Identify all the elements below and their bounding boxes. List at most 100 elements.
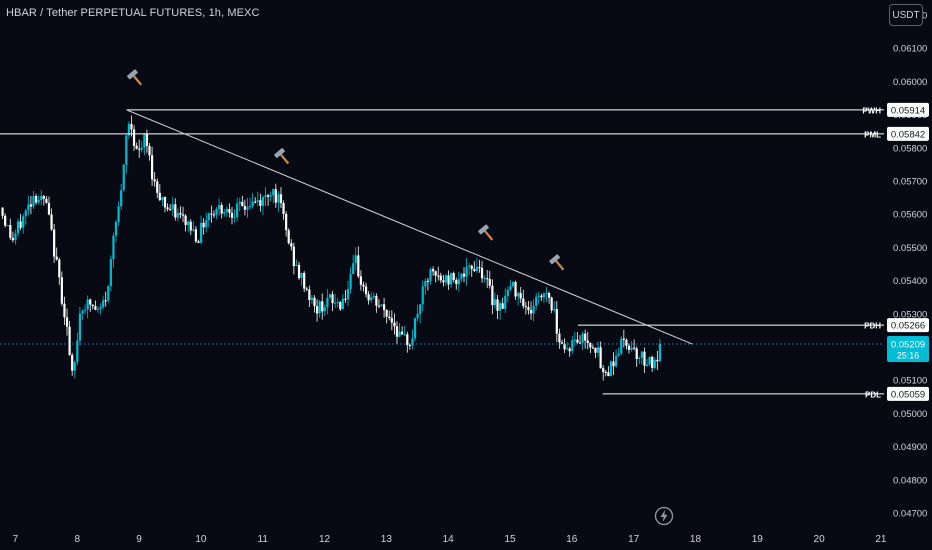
candle-body — [107, 286, 110, 301]
candle-body — [532, 305, 535, 314]
candle-body — [473, 269, 476, 272]
candle-body — [596, 347, 600, 353]
candle-body — [612, 361, 615, 367]
trendline — [126, 109, 693, 345]
candle-body — [148, 145, 151, 156]
candle-body — [138, 148, 141, 150]
candle-body — [78, 313, 82, 341]
candle-body — [60, 277, 63, 304]
candle-body — [573, 339, 576, 341]
candle-body — [192, 229, 195, 231]
candle-body — [496, 299, 499, 311]
candle-body — [437, 275, 440, 277]
candle-body — [130, 123, 133, 130]
price-tick-label: 0.05300 — [893, 309, 927, 320]
candle-body — [68, 326, 71, 356]
candle-body — [653, 359, 656, 368]
candle-body — [506, 289, 509, 296]
candle-body — [431, 269, 435, 272]
time-tick-label: 14 — [443, 534, 455, 545]
candle-body — [109, 259, 112, 287]
candle-body — [114, 221, 118, 236]
candle-body — [460, 273, 463, 280]
candle-body — [475, 267, 478, 272]
hammer-handle — [132, 74, 143, 86]
candle-body — [254, 201, 257, 203]
price-tick-label: 0.05000 — [893, 409, 927, 420]
candle-body — [274, 189, 277, 203]
candle-body — [22, 216, 25, 228]
candle-body — [161, 197, 164, 201]
candle-body — [480, 267, 484, 279]
candle-body — [42, 195, 45, 199]
candle-body — [27, 204, 30, 211]
price-axis[interactable]: 0.062000.061000.060000.059000.058000.057… — [887, 10, 929, 520]
candle-body — [156, 181, 159, 193]
candle-body — [519, 293, 522, 299]
candle-body — [315, 306, 319, 314]
candle-body — [321, 301, 324, 312]
candle-body — [112, 235, 115, 260]
candle-body — [571, 340, 574, 352]
candle-body — [540, 295, 543, 298]
candle-body — [560, 342, 564, 344]
candle-body — [32, 196, 35, 207]
candle-body — [65, 317, 69, 327]
candle-body — [285, 213, 288, 231]
chart-title: HBAR / Tether PERPETUAL FUTURES, 1h, MEX… — [6, 7, 260, 19]
candle-body — [442, 280, 445, 283]
current-price-label: 0.05209 — [891, 340, 925, 351]
price-tick-label: 0.05500 — [893, 243, 927, 254]
candle-body — [411, 338, 414, 346]
currency-button[interactable]: USDT — [889, 4, 923, 26]
candle-body — [181, 214, 185, 216]
candle-body — [581, 333, 584, 343]
candle-body — [297, 264, 301, 279]
candle-body — [305, 288, 308, 290]
candle-body — [352, 263, 355, 275]
candle-body — [303, 272, 306, 289]
level-name-pml: PML — [864, 130, 881, 139]
candle-body — [279, 194, 283, 204]
candle-body — [120, 190, 123, 207]
candle-body — [212, 214, 216, 216]
candle-body — [251, 201, 254, 207]
candle-body — [53, 229, 56, 257]
candle-body — [514, 282, 517, 297]
level-price-box — [887, 126, 929, 141]
time-tick-label: 20 — [814, 534, 826, 545]
candle-body — [380, 304, 383, 306]
price-tick-label: 0.06100 — [893, 44, 927, 55]
time-tick-label: 11 — [258, 534, 269, 545]
candle-body — [344, 298, 347, 300]
lightning-icon[interactable] — [654, 506, 674, 526]
candle-body — [331, 294, 334, 304]
candle-body — [86, 299, 89, 310]
price-tick-label: 0.06000 — [893, 77, 927, 88]
candle-body — [169, 209, 172, 211]
candle-body — [462, 273, 466, 277]
candle-body — [282, 203, 285, 214]
candle-body — [648, 356, 651, 365]
candle-body — [354, 255, 357, 264]
candle-body — [45, 198, 48, 203]
trendline-layer — [126, 109, 693, 345]
candle-body — [388, 316, 391, 318]
candle-body — [535, 296, 538, 306]
candle-body — [230, 212, 234, 218]
candle-body — [589, 342, 592, 348]
candle-body — [614, 355, 618, 367]
candle-body — [504, 295, 507, 309]
candle-body — [323, 307, 326, 312]
candle-body — [377, 305, 381, 307]
candle-body — [385, 310, 388, 317]
candle-body — [555, 309, 558, 334]
time-axis[interactable]: 7 8 9 10 11 12 13 14 15 16 17 18 19 20 21 — [13, 534, 887, 545]
candle-body — [578, 342, 582, 344]
candle-body — [450, 273, 453, 285]
candle-body — [334, 302, 337, 304]
candle-body — [248, 206, 252, 208]
candle-body — [349, 274, 352, 290]
time-tick-label: 9 — [136, 534, 142, 545]
